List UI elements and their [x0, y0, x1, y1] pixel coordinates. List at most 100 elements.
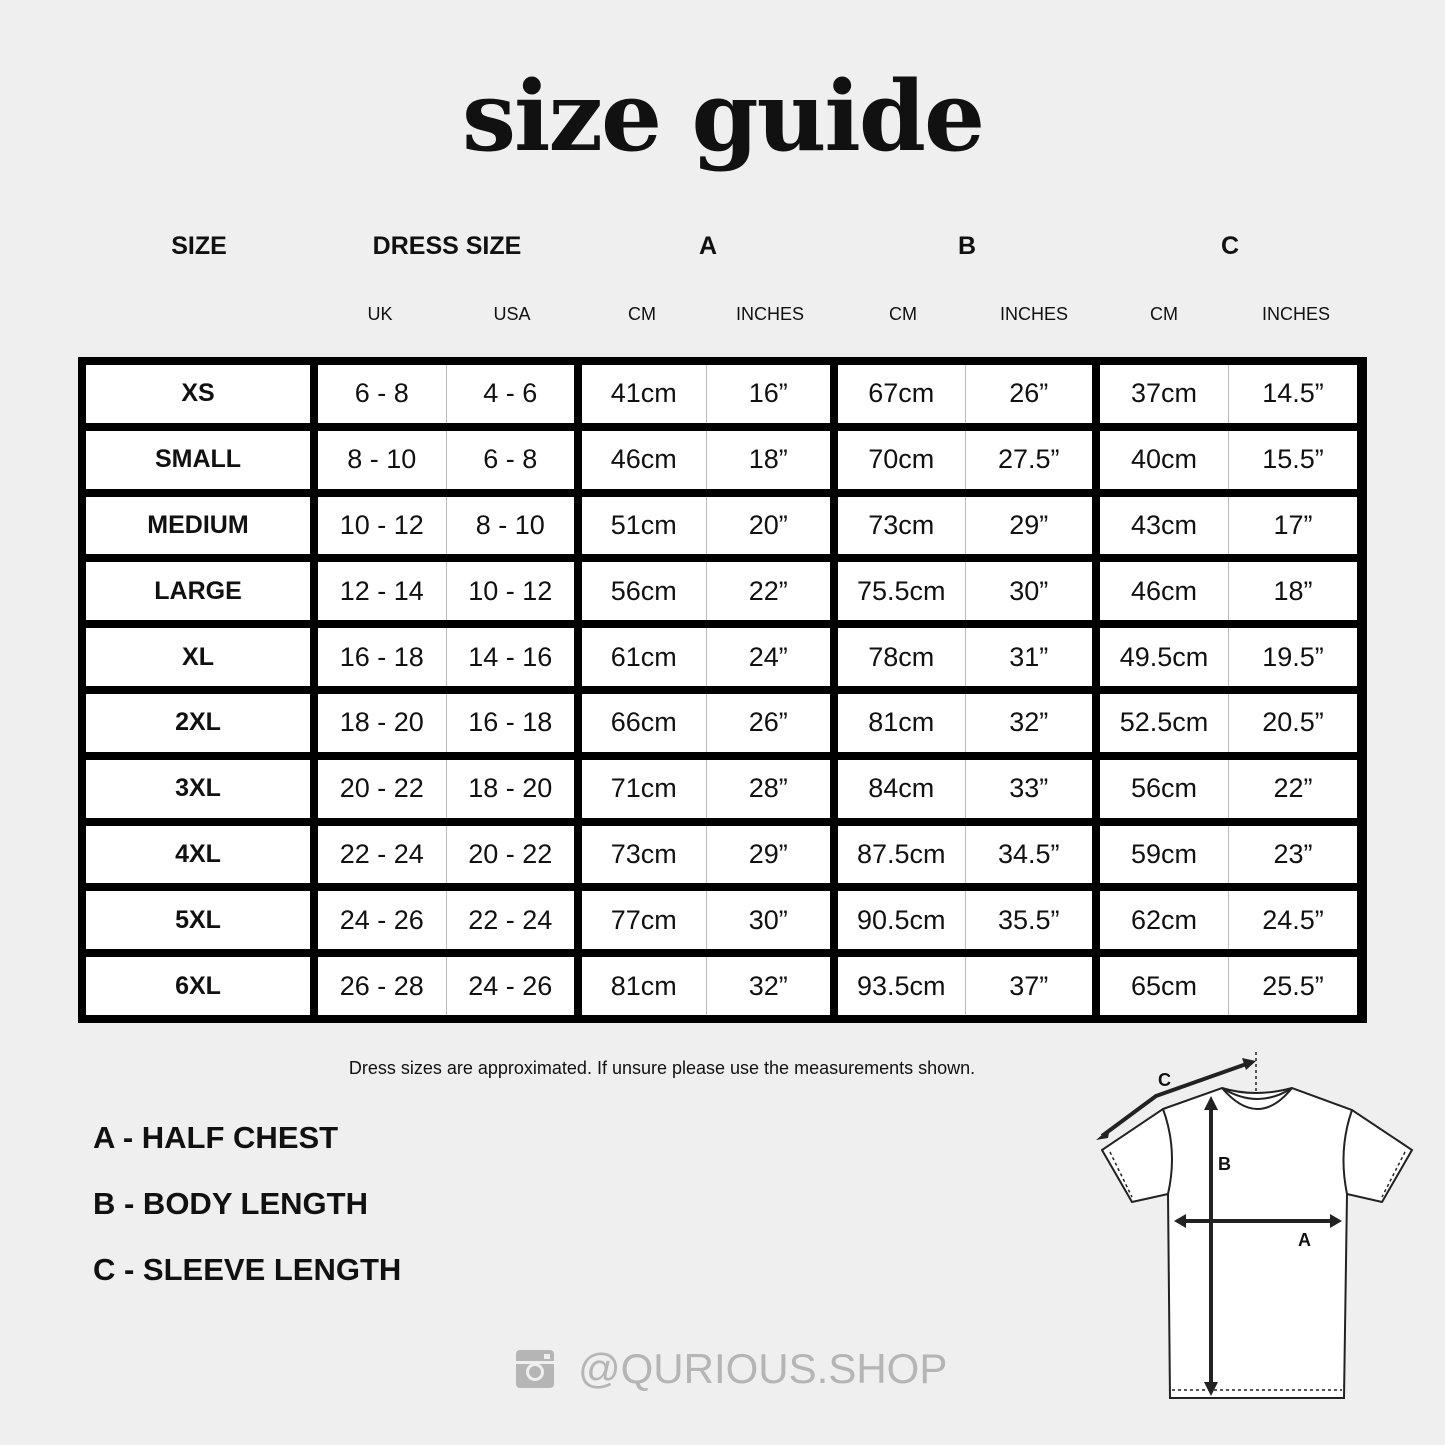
cell-a-cm: 41cm [610, 378, 677, 409]
cell-b-cm: 75.5cm [856, 575, 946, 606]
cell-group: 3XL [86, 759, 310, 818]
cell-a-in: 22” [705, 562, 831, 621]
legend-b: B - BODY LENGTH [93, 1186, 368, 1221]
cell-group: 52.5cm 20.5” [1100, 693, 1357, 752]
cell-uk: 18 - 20 [339, 707, 424, 738]
cell-c-in: 22” [1228, 759, 1357, 818]
cell-group: 24 - 26 22 - 24 [318, 891, 575, 950]
cell-usa: 20 - 22 [445, 825, 575, 884]
cell-group: 81cm 32” [582, 957, 830, 1015]
cell-group: 20 - 22 18 - 20 [318, 759, 574, 818]
subheader-b-cm: CM [889, 304, 917, 324]
cell-group: MEDIUM [86, 496, 310, 555]
cell-b-cm: 73cm [868, 509, 935, 540]
cell-b-cm: 93.5cm [856, 970, 946, 1001]
header-dress-size: DRESS SIZE [372, 232, 522, 260]
cell-usa: 24 - 26 [445, 957, 575, 1015]
measure-arrows [1100, 1060, 1336, 1388]
cell-group: SMALL [86, 430, 310, 489]
cell-usa: 10 - 12 [445, 562, 575, 621]
diagram-label-a: A [1298, 1230, 1311, 1250]
cell-c-in: 19.5” [1228, 628, 1357, 686]
cell-group: 18 - 20 16 - 18 [318, 693, 575, 752]
cell-group: 41cm 16” [582, 365, 830, 423]
cell-usa: 16 - 18 [445, 693, 575, 752]
cell-b-in: 32” [964, 693, 1093, 752]
cell-group: 73cm 29” [582, 825, 831, 884]
cell-a-in: 29” [705, 825, 831, 884]
cell-usa: 14 - 16 [445, 628, 575, 686]
diagram-label-b: B [1218, 1154, 1231, 1174]
cell-group: 90.5cm 35.5” [838, 891, 1092, 950]
cell-group: 46cm 18” [1100, 562, 1357, 621]
cell-b-cm: 67cm [868, 378, 935, 409]
cell-c-in: 17” [1228, 496, 1357, 555]
cell-b-cm: 87.5cm [856, 838, 946, 869]
table-row: XS 6 - 8 4 - 6 41cm 16” 67cm 26” 37cm 14.5” [86, 365, 1359, 423]
cell-c-cm: 46cm [1130, 575, 1198, 606]
cell-c-cm: 37cm [1130, 378, 1198, 409]
cell-group: 67cm 26” [838, 365, 1092, 423]
size-table: XS 6 - 8 4 - 6 41cm 16” 67cm 26” 37cm 14.5” SMALL… [78, 357, 1367, 1023]
cell-b-in: 30” [964, 562, 1093, 621]
cell-size: 2XL [175, 708, 221, 737]
cell-group: 62cm 24.5” [1100, 891, 1357, 950]
cell-group: XL [86, 628, 310, 686]
cell-c-cm: 56cm [1130, 773, 1198, 804]
cell-group: 77cm 30” [582, 891, 830, 950]
cell-group: 40cm 15.5” [1100, 430, 1357, 489]
cell-a-cm: 56cm [610, 575, 677, 606]
cell-a-cm: 46cm [610, 444, 677, 475]
cell-group: 65cm 25.5” [1100, 957, 1357, 1015]
cell-usa: 22 - 24 [445, 891, 575, 950]
cell-group: LARGE [86, 562, 310, 621]
cell-a-cm: 73cm [610, 838, 677, 869]
cell-a-in: 26” [705, 693, 831, 752]
cell-size: 3XL [175, 774, 221, 803]
cell-a-in: 28” [705, 759, 831, 818]
cell-uk: 16 - 18 [339, 641, 424, 672]
cell-a-in: 24” [705, 628, 831, 686]
cell-a-cm: 71cm [610, 773, 677, 804]
cell-b-cm: 90.5cm [856, 904, 946, 935]
cell-group: 46cm 18” [582, 430, 830, 489]
cell-b-cm: 84cm [868, 773, 935, 804]
cell-a-cm: 66cm [610, 707, 677, 738]
cell-b-cm: 78cm [868, 641, 935, 672]
cell-a-cm: 77cm [610, 904, 677, 935]
page-title: size guide [461, 60, 985, 173]
cell-c-cm: 65cm [1130, 970, 1198, 1001]
cell-b-in: 33” [964, 759, 1093, 818]
cell-a-cm: 81cm [610, 970, 677, 1001]
cell-a-in: 16” [705, 365, 831, 423]
cell-group: 22 - 24 20 - 22 [318, 825, 575, 884]
cell-group: 12 - 14 10 - 12 [318, 562, 575, 621]
cell-uk: 10 - 12 [339, 509, 424, 540]
cell-c-in: 20.5” [1228, 693, 1357, 752]
cell-uk: 8 - 10 [347, 444, 417, 475]
cell-c-in: 15.5” [1228, 430, 1357, 489]
cell-group: 51cm 20” [582, 496, 830, 555]
header-b: B [957, 232, 977, 260]
cell-group: XS [86, 365, 310, 423]
cell-b-in: 27.5” [964, 430, 1093, 489]
table-row: SMALL 8 - 10 6 - 8 46cm 18” 70cm 27.5” 40cm 15.5… [86, 430, 1359, 489]
cell-group: 6 - 8 4 - 6 [318, 365, 574, 423]
cell-group: 81cm 32” [838, 693, 1093, 752]
handle-text: @QURIOUS.SHOP [578, 1345, 948, 1392]
cell-group: 26 - 28 24 - 26 [318, 957, 574, 1015]
diagram-label-c: C [1158, 1070, 1171, 1090]
cell-group: 4XL [86, 825, 310, 884]
social-handle: @QURIOUS.SHOP [516, 1345, 947, 1393]
legend-a: A - HALF CHEST [93, 1120, 339, 1155]
subheader-c-inches: INCHES [1261, 304, 1331, 324]
cell-size: 6XL [175, 971, 221, 1000]
cell-c-cm: 49.5cm [1119, 641, 1209, 672]
subheader-c-cm: CM [1150, 304, 1178, 324]
cell-group: 87.5cm 34.5” [838, 825, 1093, 884]
cell-size: 5XL [175, 905, 221, 934]
cell-uk: 6 - 8 [354, 378, 409, 409]
cell-group: 66cm 26” [582, 693, 831, 752]
cell-b-in: 26” [964, 365, 1093, 423]
cell-b-in: 34.5” [964, 825, 1093, 884]
